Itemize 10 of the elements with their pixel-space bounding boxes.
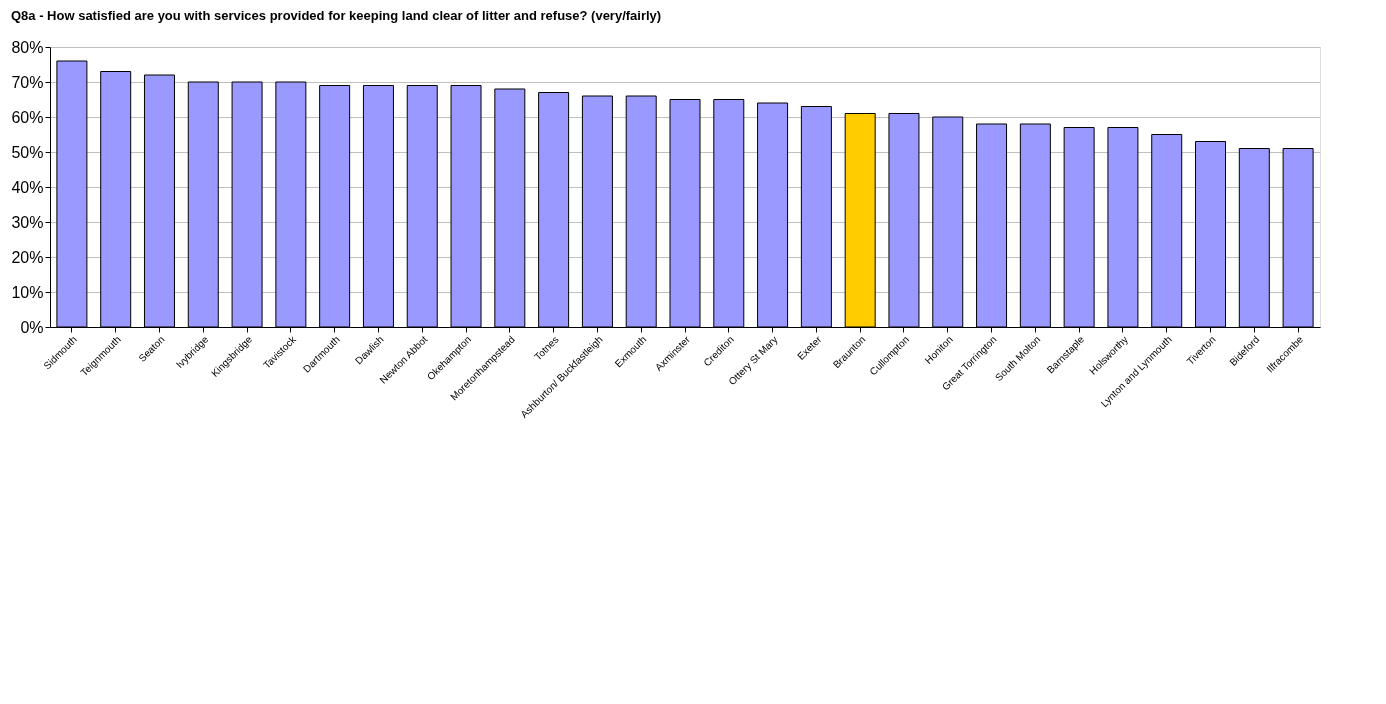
y-tick-label: 30%	[11, 213, 44, 231]
y-tick-label: 40%	[11, 178, 44, 196]
y-tick-label: 70%	[11, 73, 44, 91]
y-tick-label: 60%	[11, 108, 44, 126]
y-tick-label: 0%	[20, 318, 44, 336]
y-tick-label: 50%	[11, 143, 44, 161]
y-tick-label: 10%	[11, 283, 44, 301]
chart-title: Q8a - How satisfied are you with services provided for keeping land clear of litter and refuse? (very/fairly)	[10, 8, 662, 23]
y-tick-label: 20%	[11, 248, 44, 266]
y-tick-label: 80%	[11, 38, 44, 56]
